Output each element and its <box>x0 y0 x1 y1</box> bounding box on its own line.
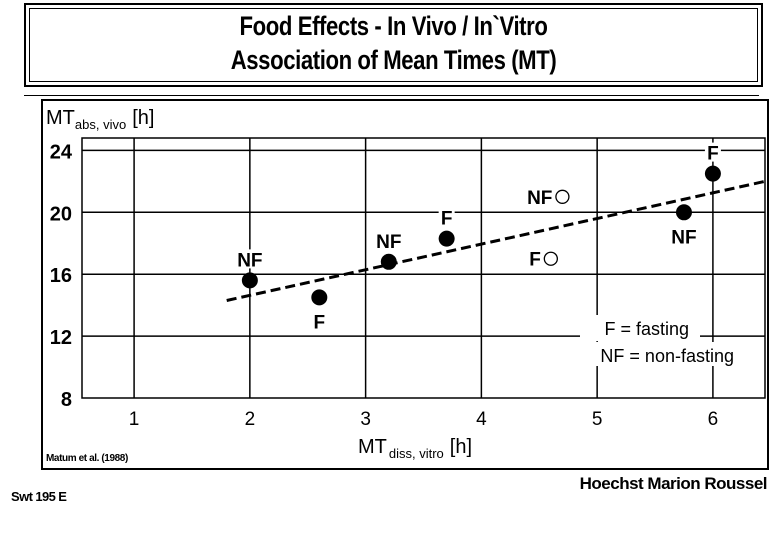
data-point-filled <box>380 253 397 270</box>
trendline-group <box>226 179 766 302</box>
y-axis-label: MTabs, vivo [h] <box>46 107 154 132</box>
data-label-bg <box>669 226 698 246</box>
x-axis-label-unit: [h] <box>450 436 472 458</box>
data-point-filled <box>704 165 721 182</box>
data-points: NF F NF F NF F NF F <box>235 142 721 333</box>
data-label-bg <box>512 248 529 268</box>
data-label-bg <box>235 249 264 269</box>
legend-entry-non-fasting: NF = non-fasting <box>600 346 734 366</box>
source-citation: Matum et al. (1988) <box>46 453 128 464</box>
x-tick-label: 6 <box>708 409 719 430</box>
data-label-bg <box>524 186 553 206</box>
data-label-bg <box>704 142 721 162</box>
data-point-label: F <box>441 209 453 230</box>
x-axis-label: MT diss, vitro [h] <box>358 436 472 461</box>
data-point-filled <box>311 289 328 306</box>
legend-bg-1 <box>580 315 700 341</box>
data-label-bg <box>438 207 455 227</box>
trendline <box>226 179 766 302</box>
data-label-bg <box>311 311 328 331</box>
legend-entry-fasting: F = fasting <box>604 319 689 339</box>
chart-title-line2: Association of Mean Times (MT) <box>230 45 557 75</box>
data-point-filled <box>675 204 692 221</box>
y-tick-label: 20 <box>50 203 72 225</box>
title-divider <box>24 95 759 96</box>
chart-frame <box>41 99 769 470</box>
data-point-label: F <box>314 312 326 333</box>
y-tick-label: 16 <box>50 265 72 287</box>
y-tick-label: 8 <box>61 389 72 411</box>
legend-bg-2 <box>566 342 726 366</box>
data-point-open <box>543 251 558 266</box>
x-axis-label-sub: diss, vitro <box>389 446 444 461</box>
grid <box>81 137 766 399</box>
data-point-label: NF <box>527 188 552 209</box>
y-axis-label-unit: [h] <box>132 107 154 129</box>
x-axis-label-main: MT <box>358 436 387 458</box>
x-tick-label: 2 <box>245 409 256 430</box>
y-axis-label-main: MT <box>46 107 75 129</box>
y-tick-label: 24 <box>50 141 73 163</box>
data-point-open <box>555 189 570 204</box>
y-tick-label: 12 <box>50 327 72 349</box>
x-tick-label: 1 <box>129 409 140 430</box>
x-tick-label: 5 <box>592 409 603 430</box>
data-point-label: NF <box>671 227 696 248</box>
company-name: Hoechst Marion Roussel <box>579 474 768 493</box>
data-label-bg <box>374 230 403 250</box>
data-point-label: F <box>707 144 719 165</box>
x-tick-label: 4 <box>476 409 487 430</box>
x-tick-label: 3 <box>360 409 371 430</box>
data-point-label: NF <box>376 232 401 253</box>
data-point-label: F <box>529 250 541 271</box>
data-point-filled <box>438 230 455 247</box>
plot-area-border <box>81 137 766 399</box>
slide-code: Swt 195 E <box>11 489 67 504</box>
data-point-label: NF <box>237 250 262 271</box>
title-box: Food Effects - In Vivo / In`Vitro Associ… <box>24 3 763 87</box>
chart-title-line1: Food Effects - In Vivo / In`Vitro <box>239 11 548 41</box>
y-axis-label-sub: abs, vivo <box>75 117 126 132</box>
data-point-filled <box>241 272 258 289</box>
